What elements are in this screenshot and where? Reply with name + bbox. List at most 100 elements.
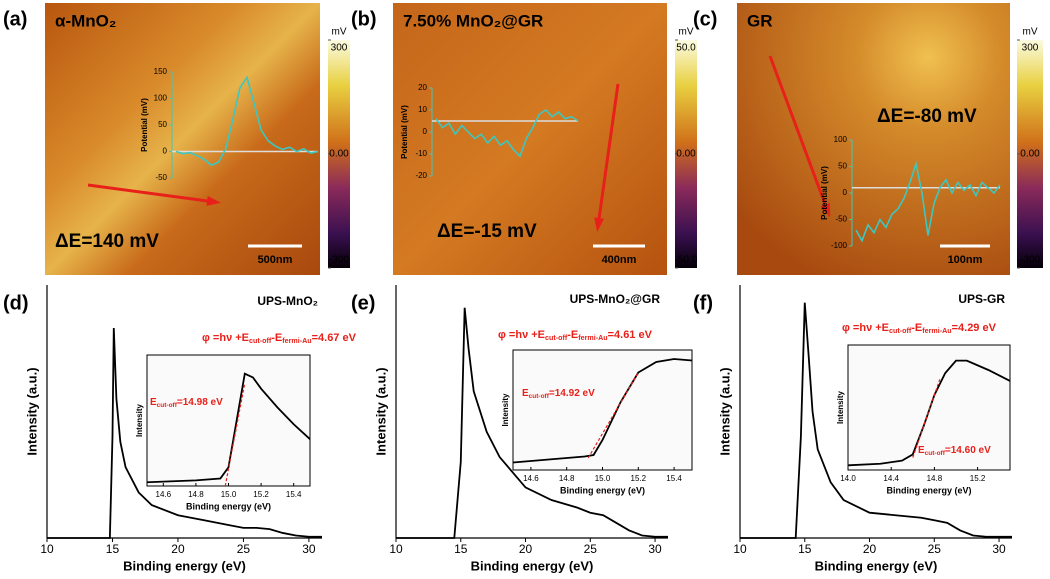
colorbar: [328, 40, 350, 268]
colorbar-tick-label: 50.0: [676, 43, 696, 54]
x-tick-label: 10: [733, 542, 747, 556]
colorbar: [675, 40, 697, 268]
inset-frame: [847, 344, 1011, 471]
subscript: fermi-Au: [922, 327, 951, 335]
kpfm-image: [393, 3, 667, 275]
subscript: cut-off: [157, 402, 178, 409]
potential-difference: ΔE=-15 mV: [437, 221, 537, 242]
panel-label: (d): [3, 292, 29, 314]
cutoff-annotation: Ecut-off=14.98 eV: [150, 397, 223, 409]
x-tick-label: 15: [798, 542, 812, 556]
arrow-head: [206, 195, 221, 206]
spectrum-title: UPS-MnO₂@GR: [570, 292, 661, 306]
colorbar-unit: mV: [1023, 27, 1038, 38]
text-part: -E: [567, 329, 578, 341]
inset-y-label: Intensity: [501, 393, 510, 426]
inset-y-tick-label: 0: [843, 188, 848, 197]
potential-difference: ΔE=-80 mV: [877, 106, 977, 127]
image-title: 7.50% MnO₂@GR: [403, 11, 543, 30]
colorbar: [1017, 40, 1043, 268]
image-title: α-MnO₂: [55, 11, 116, 30]
work-function-equation: φ =hν +Ecut-off-Efermi-Au=4.29 eV: [842, 322, 997, 335]
text-part: E: [918, 445, 925, 456]
panel-label: (e): [351, 292, 375, 314]
x-tick-label: 25: [928, 542, 942, 556]
inset-x-tick-label: 15.2: [631, 474, 647, 483]
text-part: φ =hν +E: [498, 329, 545, 341]
inset-y-tick-label: 100: [154, 94, 168, 103]
inset-y-tick-label: 50: [838, 162, 847, 171]
subscript: fermi-Au: [282, 337, 311, 345]
inset-y-label: Potential (mV): [400, 105, 409, 159]
cutoff-annotation: Ecut-off=14.92 eV: [522, 388, 595, 400]
inset-y-tick-label: 0: [423, 127, 428, 136]
work-function-equation: φ =hν +Ecut-off-Efermi-Au=4.67 eV: [202, 332, 357, 345]
subscript: cut-off: [925, 450, 946, 457]
colorbar-tick-label: 0.00: [329, 149, 349, 160]
inset-x-tick-label: 14.8: [188, 490, 204, 499]
x-tick-label: 25: [584, 542, 598, 556]
inset-spectrum: [146, 372, 311, 484]
kpfm-image: [45, 3, 320, 275]
potential-profile: [855, 160, 1001, 243]
inset-y-tick-label: 10: [418, 105, 427, 114]
inset-y-tick-label: -20: [415, 171, 427, 180]
text-part: -E: [911, 322, 922, 334]
text-part: =4.61 eV: [608, 329, 653, 341]
x-tick-label: 15: [106, 542, 120, 556]
text-part: E: [150, 397, 157, 408]
inset-y-tick-label: 150: [154, 67, 168, 76]
inset-x-tick-label: 15.2: [970, 474, 986, 483]
x-axis-label: Binding energy (eV): [123, 558, 246, 573]
inset-y-tick-label: -50: [155, 173, 167, 182]
text-part: φ =hν +E: [842, 322, 889, 334]
spectrum-title: UPS-MnO₂: [257, 294, 318, 308]
colorbar-tick-label: 300: [1022, 43, 1039, 54]
inset-x-label: Binding energy (eV): [886, 485, 971, 495]
scale-bar-label: 400nm: [602, 254, 637, 266]
panel-label: (a): [3, 8, 27, 30]
x-tick-label: 30: [992, 542, 1006, 556]
inset-x-tick-label: 15.0: [221, 490, 237, 499]
x-tick-label: 10: [40, 542, 54, 556]
inset-y-tick-label: 100: [834, 135, 848, 144]
x-axis-label: Binding energy (eV): [471, 558, 594, 573]
x-tick-label: 25: [237, 542, 251, 556]
work-function-equation: φ =hν +Ecut-off-Efermi-Au=4.61 eV: [498, 329, 653, 342]
cutoff-fit: [224, 382, 246, 487]
subscript: cut-off: [529, 393, 550, 400]
inset-frame: [512, 349, 693, 471]
x-tick-label: 15: [454, 542, 468, 556]
x-tick-label: 10: [389, 542, 403, 556]
cutoff-annotation: Ecut-off=14.60 eV: [918, 445, 991, 457]
inset-x-tick-label: 14.8: [927, 474, 943, 483]
inset-y-label: Intensity: [135, 404, 144, 437]
line-scan-arrow: [768, 55, 830, 213]
text-part: =14.60 eV: [945, 445, 991, 456]
subscript: cut-off: [545, 334, 568, 342]
subscript: fermi-Au: [578, 334, 607, 342]
inset-spectrum: [512, 358, 693, 464]
inset-x-tick-label: 14.6: [523, 474, 539, 483]
image-title: GR: [747, 11, 773, 30]
inset-y-label: Potential (mV): [140, 98, 149, 152]
text-part: E: [522, 388, 529, 399]
inset-y-tick-label: 20: [418, 83, 427, 92]
text-part: =14.92 eV: [549, 388, 595, 399]
inset-y-tick-label: 50: [158, 120, 167, 129]
cutoff-fit: [912, 379, 941, 458]
inset-y-tick-label: 0: [163, 147, 168, 156]
panel-label: (c): [693, 8, 717, 30]
cutoff-fit: [587, 372, 639, 459]
y-axis-label: Intensity (a.u.): [717, 367, 732, 455]
x-tick-label: 30: [302, 542, 316, 556]
ups-spectrum: [396, 307, 668, 539]
text-part: φ =hν +E: [202, 332, 249, 344]
colorbar-tick-label: -300: [1020, 255, 1040, 266]
ups-spectrum: [740, 302, 1012, 539]
inset-y-tick-label: -50: [835, 215, 847, 224]
inset-x-label: Binding energy (eV): [186, 501, 271, 511]
inset-x-tick-label: 15.0: [595, 474, 611, 483]
inset-x-tick-label: 15.4: [666, 474, 682, 483]
